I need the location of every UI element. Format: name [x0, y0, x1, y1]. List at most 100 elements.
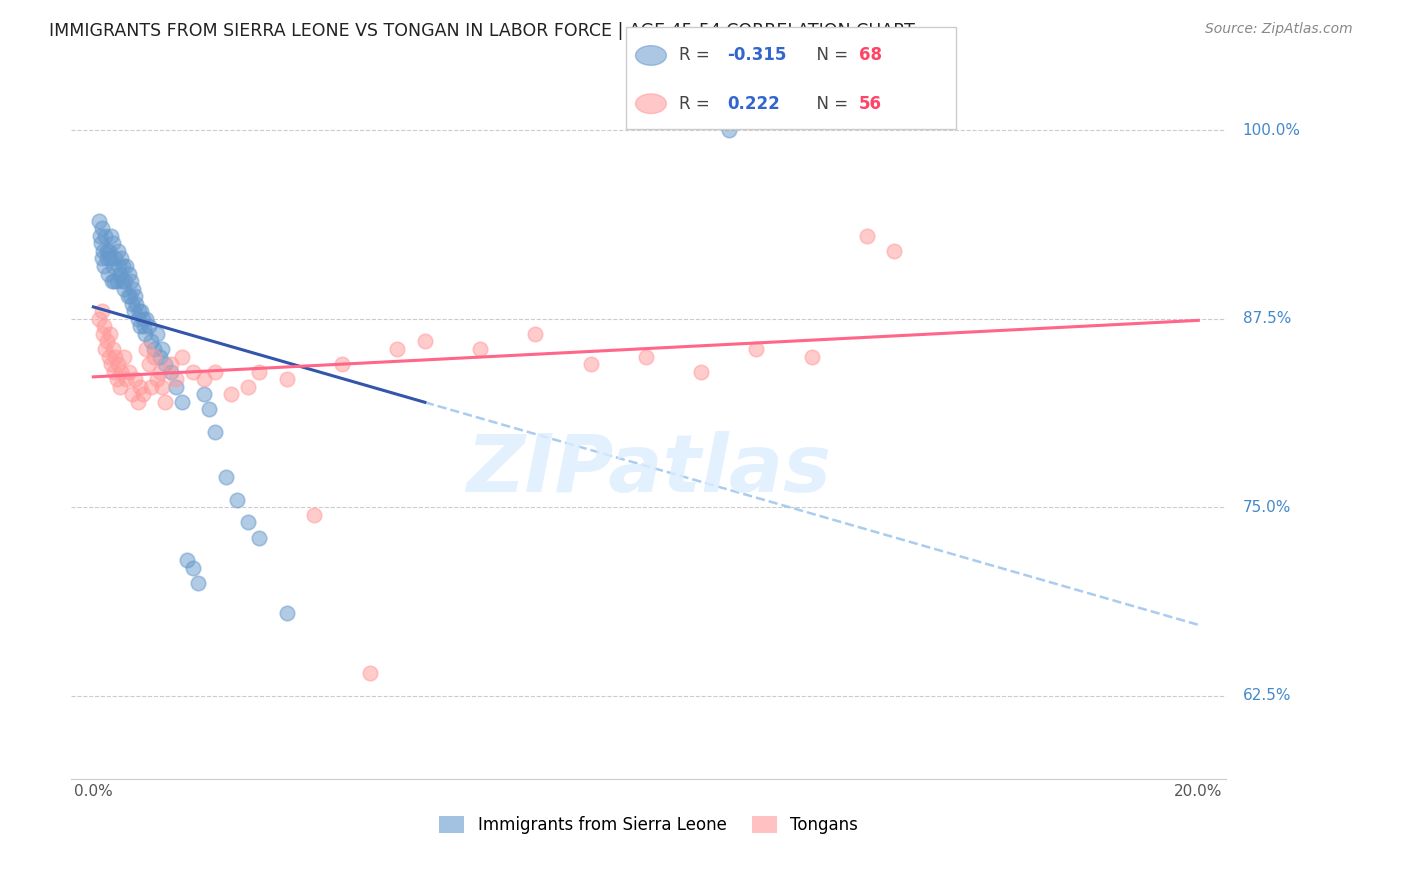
Point	[330, 357, 353, 371]
Text: Source: ZipAtlas.com: Source: ZipAtlas.com	[1205, 22, 1353, 37]
Point	[247, 365, 270, 379]
Point	[170, 394, 193, 409]
Point	[149, 365, 172, 379]
Point	[141, 334, 163, 349]
Point	[152, 380, 174, 394]
Point	[93, 259, 115, 273]
Point	[105, 274, 128, 288]
Point	[193, 387, 215, 401]
Point	[579, 357, 602, 371]
Point	[221, 387, 243, 401]
Point	[236, 380, 259, 394]
Point	[104, 350, 127, 364]
Point	[124, 289, 146, 303]
Point	[387, 342, 409, 356]
Point	[87, 213, 110, 227]
Point	[107, 357, 129, 371]
Text: R =: R =	[679, 46, 716, 64]
Text: 87.5%: 87.5%	[1243, 311, 1291, 326]
Point	[170, 350, 193, 364]
Text: 56: 56	[859, 95, 882, 112]
Point	[90, 236, 112, 251]
Point	[138, 357, 160, 371]
Point	[304, 508, 326, 522]
Point	[134, 326, 156, 341]
Point	[94, 342, 117, 356]
Point	[101, 259, 124, 273]
Point	[149, 350, 172, 364]
Text: 100.0%: 100.0%	[1243, 123, 1301, 137]
Point	[159, 357, 181, 371]
Point	[115, 259, 138, 273]
Point	[745, 342, 768, 356]
Text: 68: 68	[859, 46, 882, 64]
Point	[91, 221, 114, 235]
Point	[121, 296, 143, 310]
Text: N =: N =	[806, 95, 853, 112]
Point	[215, 470, 238, 484]
Point	[127, 311, 149, 326]
Point	[143, 342, 166, 356]
Point	[118, 267, 141, 281]
Point	[118, 365, 141, 379]
Point	[128, 319, 150, 334]
Point	[94, 228, 117, 243]
Point	[883, 244, 905, 258]
Text: 62.5%: 62.5%	[1243, 689, 1291, 704]
Point	[856, 228, 879, 243]
Point	[87, 311, 110, 326]
Point	[107, 244, 129, 258]
Text: -0.315: -0.315	[727, 46, 786, 64]
Point	[132, 387, 155, 401]
Point	[128, 304, 150, 318]
Text: R =: R =	[679, 95, 720, 112]
Point	[90, 252, 112, 266]
Point	[103, 274, 125, 288]
Point	[101, 274, 124, 288]
Point	[153, 394, 176, 409]
Point	[110, 365, 132, 379]
Point	[108, 380, 131, 394]
Point	[121, 387, 143, 401]
Point	[96, 244, 118, 258]
Point	[96, 334, 118, 349]
Point	[524, 326, 547, 341]
Point	[198, 402, 221, 417]
Point	[91, 326, 114, 341]
Point	[634, 350, 657, 364]
Point	[117, 289, 139, 303]
Point	[800, 350, 823, 364]
Point	[690, 365, 713, 379]
Point	[111, 274, 134, 288]
Point	[181, 365, 204, 379]
Point	[112, 282, 135, 296]
Point	[89, 228, 111, 243]
Point	[100, 228, 122, 243]
Point	[717, 123, 740, 137]
Point	[112, 350, 135, 364]
Point	[247, 531, 270, 545]
Point	[176, 553, 198, 567]
Text: IMMIGRANTS FROM SIERRA LEONE VS TONGAN IN LABOR FORCE | AGE 45-54 CORRELATION CH: IMMIGRANTS FROM SIERRA LEONE VS TONGAN I…	[49, 22, 915, 40]
Point	[193, 372, 215, 386]
Point	[108, 267, 131, 281]
Point	[187, 575, 209, 590]
Point	[114, 274, 136, 288]
Point	[112, 259, 135, 273]
Point	[226, 492, 249, 507]
Point	[127, 394, 149, 409]
Text: N =: N =	[806, 46, 853, 64]
Point	[143, 350, 166, 364]
Point	[103, 236, 125, 251]
Point	[105, 372, 128, 386]
Point	[110, 252, 132, 266]
Point	[124, 372, 146, 386]
Point	[165, 380, 187, 394]
Point	[138, 319, 160, 334]
Point	[97, 350, 120, 364]
Point	[91, 244, 114, 258]
Point	[122, 282, 145, 296]
Point	[122, 304, 145, 318]
Point	[96, 252, 118, 266]
Point	[134, 319, 156, 334]
